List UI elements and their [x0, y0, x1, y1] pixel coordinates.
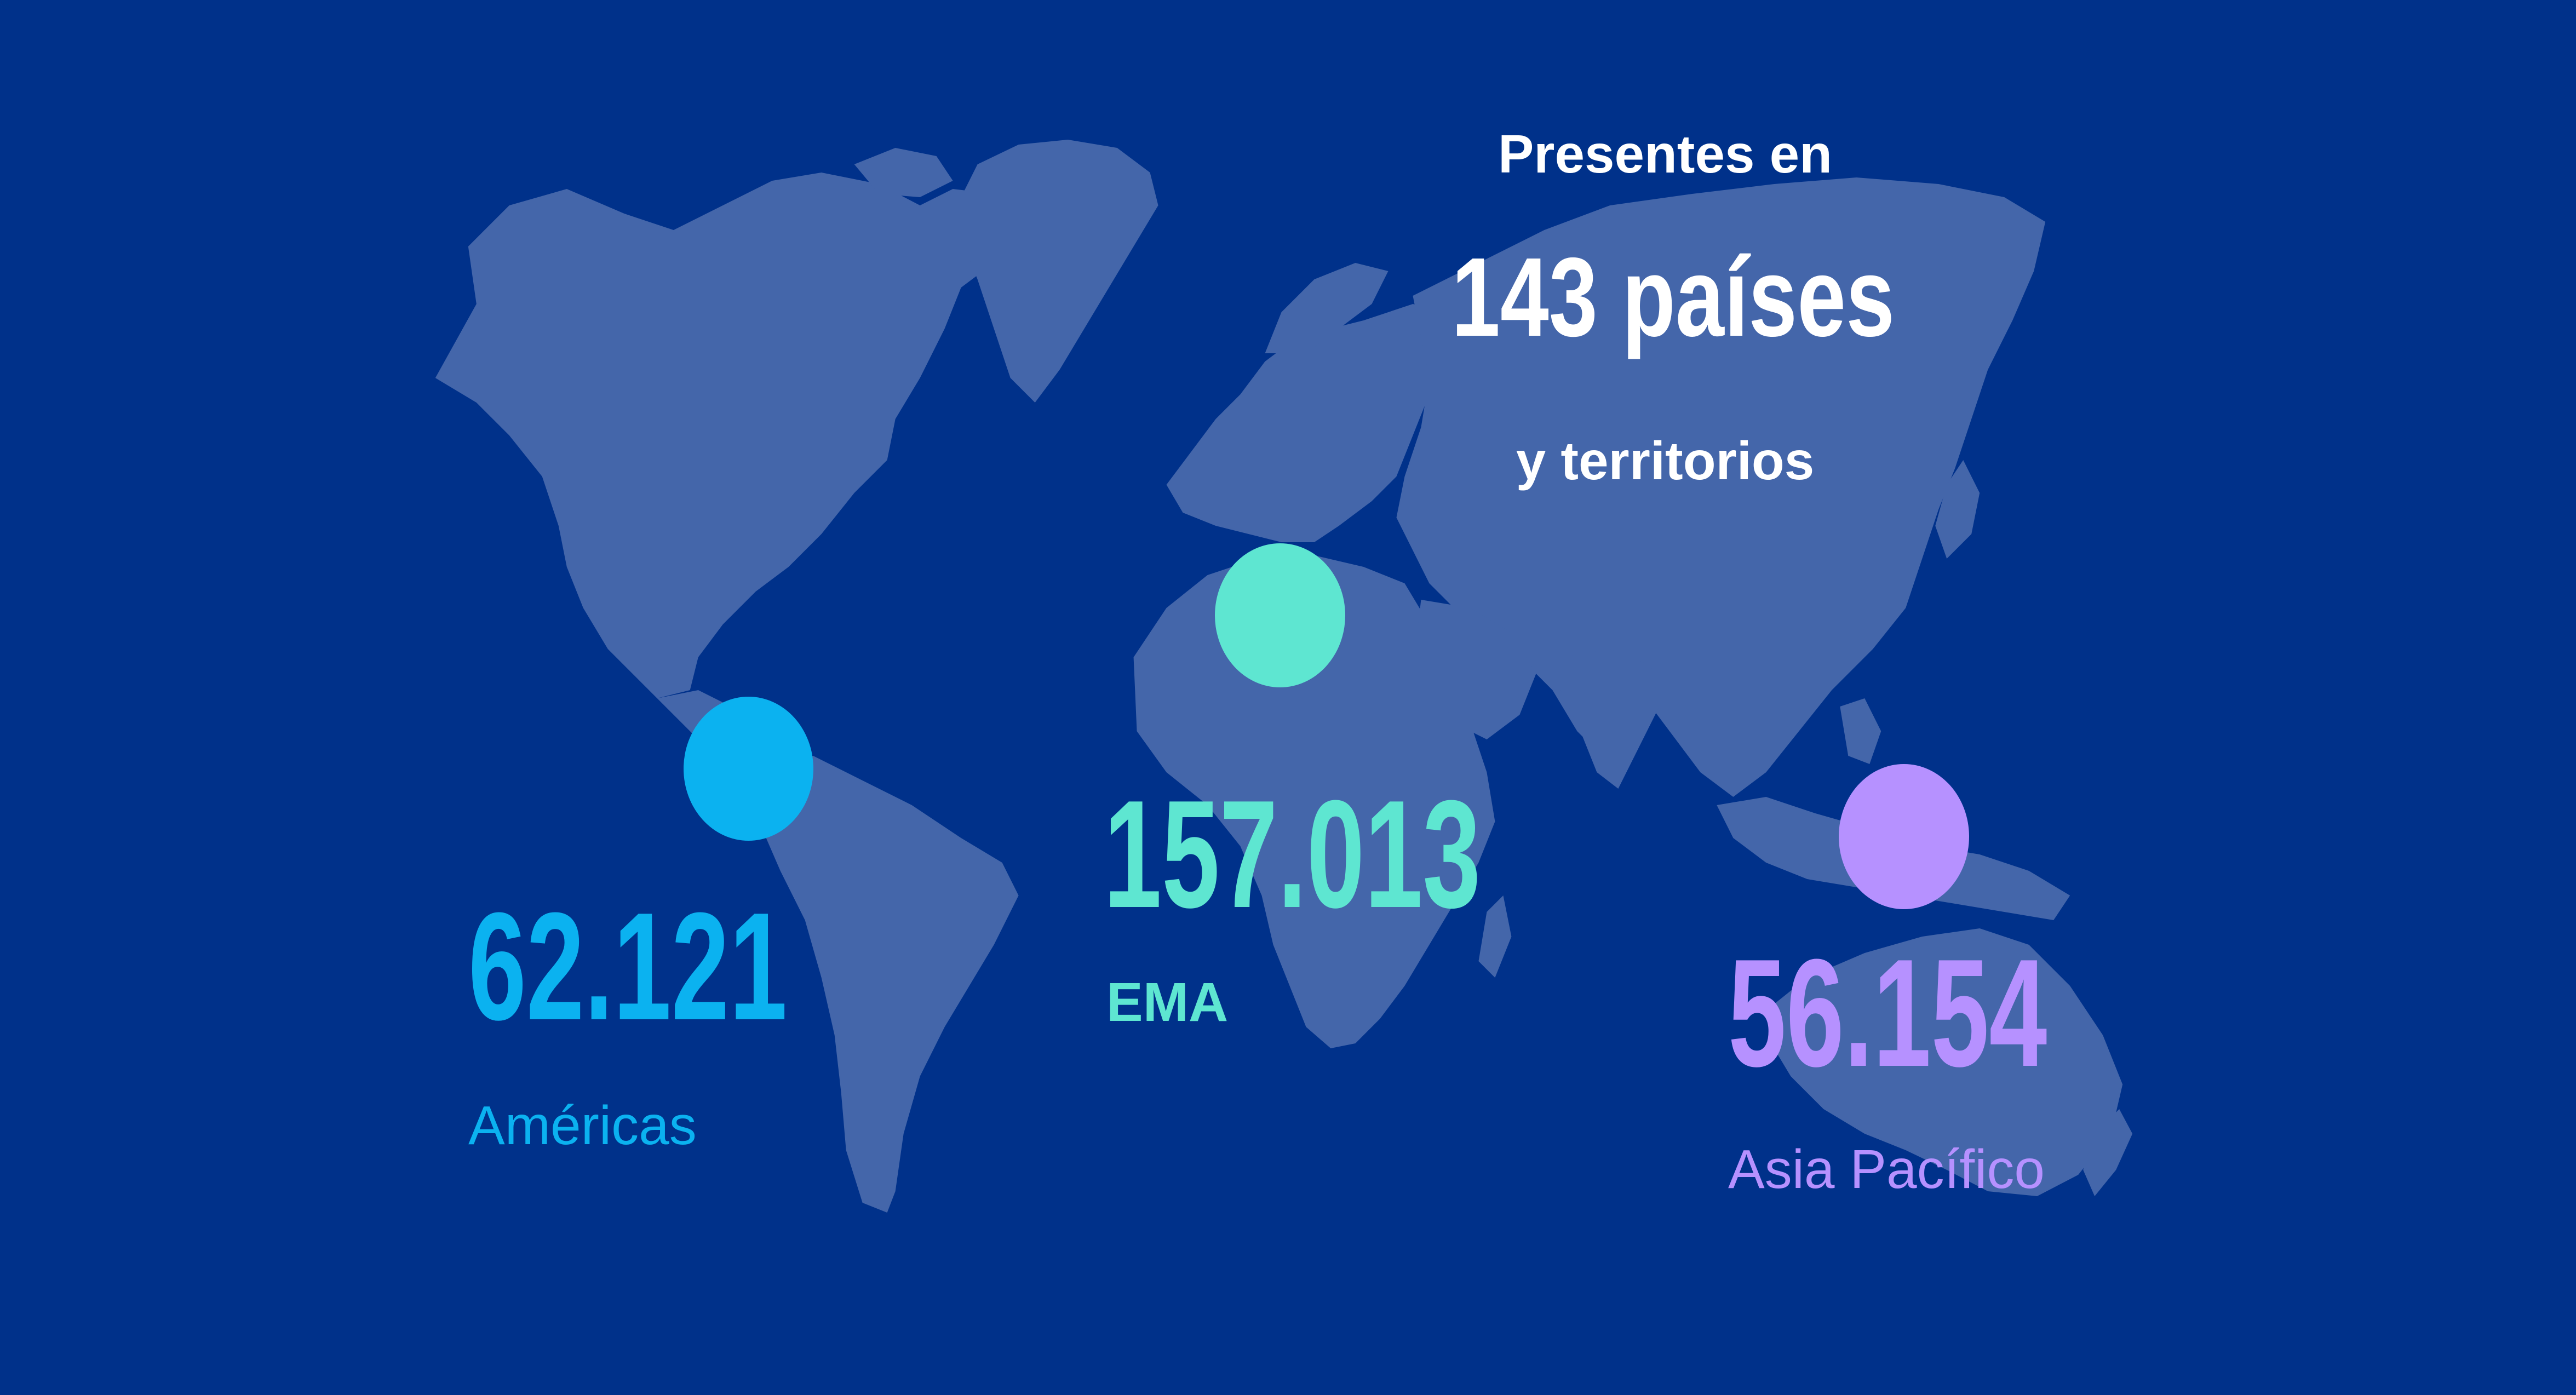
japan-landmass [1935, 460, 1980, 559]
new-zealand-landmass [2083, 1109, 2133, 1196]
ema-value: 157.013 [1104, 769, 1481, 940]
asia-landmass [1396, 177, 2046, 797]
asia-pacific-value: 56.154 [1728, 928, 2047, 1099]
americas-label: Américas [468, 1095, 697, 1156]
greenland-landmass [961, 140, 1158, 403]
asia-pacific-label: Asia Pacífico [1728, 1139, 2045, 1200]
ema-marker [1215, 543, 1345, 687]
india-landmass [1560, 649, 1660, 789]
americas-marker [684, 697, 813, 841]
north-america-landmass [435, 173, 1019, 698]
scandinavia-landmass [1265, 263, 1389, 353]
australia-landmass [1766, 928, 2123, 1196]
south-america-landmass [759, 756, 1019, 1213]
headline-prefix: Presentes en [1498, 124, 1833, 184]
europe-landmass [1166, 304, 1454, 542]
arctic-islands-landmass [854, 148, 953, 197]
arabian-peninsula-landmass [1416, 600, 1536, 739]
africa-landmass [1133, 555, 1495, 1048]
asia-pacific-marker [1839, 764, 1969, 909]
americas-value: 62.121 [468, 881, 788, 1052]
philippines-landmass [1840, 698, 1881, 764]
madagascar-landmass [1478, 895, 1512, 978]
countries-count: 143 países [1451, 234, 1895, 360]
headline-suffix: y territorios [1516, 430, 1815, 491]
ema-label: EMA [1106, 972, 1229, 1033]
